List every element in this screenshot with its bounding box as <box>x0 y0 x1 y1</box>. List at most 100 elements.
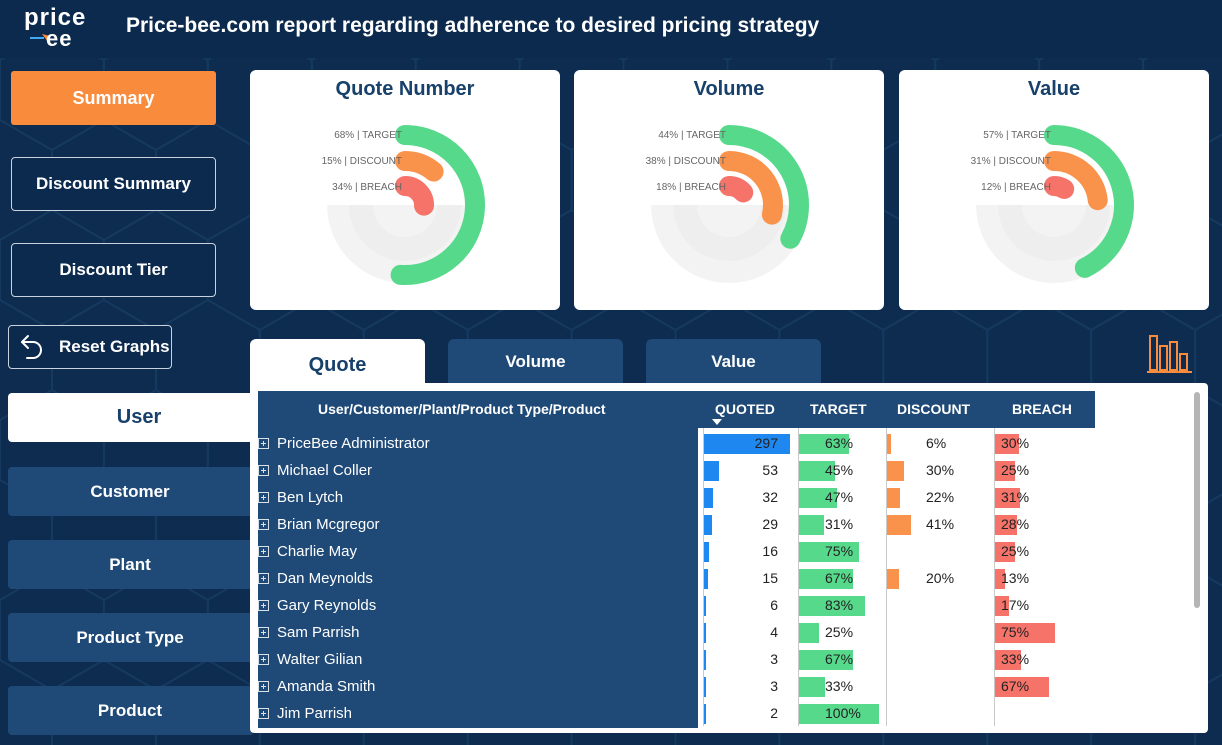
plant-filter-tab[interactable]: Plant <box>8 540 252 589</box>
row-name: Gary Reynolds <box>277 597 377 614</box>
quoted-bar <box>704 434 790 454</box>
expand-icon[interactable] <box>258 519 269 530</box>
product-filter-tab[interactable]: Product <box>8 686 252 735</box>
quoted-value: 3 <box>770 651 778 667</box>
quoted-value: 53 <box>762 462 778 478</box>
table-row[interactable]: Gary Reynolds 6 83% 17% <box>250 592 1208 619</box>
discount-summary-button[interactable]: Discount Summary <box>11 157 216 211</box>
reset-graphs-button[interactable]: Reset Graphs <box>8 325 172 369</box>
discount-bar <box>887 461 905 481</box>
row-name: Jim Parrish <box>277 705 353 722</box>
table-row[interactable]: Charlie May 16 75% 25% <box>250 538 1208 565</box>
quoted-bar <box>704 569 709 589</box>
col-header-breach[interactable]: BREACH <box>1012 401 1072 417</box>
table-row[interactable]: Sam Parrish 4 25% 75% <box>250 619 1208 646</box>
target-value: 67% <box>825 651 854 667</box>
breach-value: 31% <box>1001 489 1030 505</box>
row-name-cell: Amanda Smith <box>258 673 688 700</box>
quote-number-gauge-card[interactable]: Quote Number 68% | TARGET 15% | DISCOUNT… <box>250 70 560 310</box>
discount-arc[interactable] <box>395 151 444 182</box>
quoted-bar <box>704 623 706 643</box>
breach-arc[interactable] <box>395 176 434 216</box>
table-row[interactable]: Amanda Smith 3 33% 67% <box>250 673 1208 700</box>
volume-gauge-card[interactable]: Volume 44% | TARGET 38% | DISCOUNT 18% |… <box>574 70 884 310</box>
expand-icon[interactable] <box>258 600 269 611</box>
col-header-discount[interactable]: DISCOUNT <box>897 401 971 417</box>
gauge-target-label: 44% | TARGET <box>658 130 726 141</box>
gauge-breach-label: 12% | BREACH <box>981 182 1051 193</box>
expand-icon[interactable] <box>258 627 269 638</box>
quoted-value: 32 <box>762 489 778 505</box>
row-name: Amanda Smith <box>277 678 376 695</box>
summary-button[interactable]: Summary <box>11 71 216 125</box>
col-header-name[interactable]: User/Customer/Plant/Product Type/Product <box>318 401 606 417</box>
table-row[interactable]: Brian Mcgregor 29 31% 41% 28% <box>250 511 1208 538</box>
quoted-bar <box>704 704 706 724</box>
breach-value: 25% <box>1001 543 1030 559</box>
breach-value: 13% <box>1001 570 1030 586</box>
user-filter-tab[interactable]: User <box>8 393 270 442</box>
quoted-value: 16 <box>762 543 778 559</box>
table-row[interactable]: Jim Parrish 2 100% <box>250 700 1208 727</box>
reset-graphs-label: Reset Graphs <box>59 337 170 356</box>
product-type-filter-tab[interactable]: Product Type <box>8 613 252 662</box>
breach-arc[interactable] <box>1044 176 1075 199</box>
row-name-cell: Michael Coller <box>258 457 688 484</box>
tab-volume[interactable]: Volume <box>448 339 623 385</box>
breach-bar <box>995 569 1006 589</box>
table-scrollbar[interactable] <box>1194 392 1200 608</box>
table-row[interactable]: Ben Lytch 32 47% 22% 31% <box>250 484 1208 511</box>
quoted-bar <box>704 461 720 481</box>
breach-value: 25% <box>1001 462 1030 478</box>
quoted-bar <box>704 488 714 508</box>
target-bar <box>799 569 853 589</box>
expand-icon[interactable] <box>258 492 269 503</box>
expand-icon[interactable] <box>258 438 269 449</box>
row-name: Ben Lytch <box>277 489 344 506</box>
gauge-title: Volume <box>693 78 765 100</box>
gauge-title: Quote Number <box>335 78 475 100</box>
target-value: 100% <box>825 705 861 721</box>
col-header-target[interactable]: TARGET <box>810 401 867 417</box>
breach-bar <box>995 596 1009 616</box>
target-arc[interactable] <box>1044 125 1134 278</box>
gauge-mask <box>325 125 405 205</box>
expand-icon[interactable] <box>258 708 269 719</box>
value-gauge-card[interactable]: Value 57% | TARGET 31% | DISCOUNT 12% | … <box>899 70 1209 310</box>
target-value: 83% <box>825 597 854 613</box>
target-arc[interactable] <box>390 125 486 285</box>
table-row[interactable]: PriceBee Administrator 297 63% 6% 30% <box>250 430 1208 457</box>
gauge-target-label: 68% | TARGET <box>334 130 402 141</box>
target-bar <box>799 650 853 670</box>
breach-bar <box>995 623 1055 643</box>
expand-icon[interactable] <box>258 681 269 692</box>
col-header-quoted[interactable]: QUOTED <box>715 401 775 417</box>
bar-chart-icon[interactable] <box>1146 330 1194 374</box>
row-name-cell: Walter Gilian <box>258 646 688 673</box>
target-arc[interactable] <box>719 125 809 249</box>
quoted-value: 297 <box>754 435 778 451</box>
breach-value: 67% <box>1001 678 1030 694</box>
expand-icon[interactable] <box>258 654 269 665</box>
breach-arc[interactable] <box>719 176 754 203</box>
row-name-cell: Dan Meynolds <box>258 565 688 592</box>
discount-arc[interactable] <box>719 151 783 225</box>
customer-filter-tab[interactable]: Customer <box>8 467 252 516</box>
tab-quote[interactable]: Quote <box>250 339 425 391</box>
tab-value[interactable]: Value <box>646 339 821 385</box>
table-row[interactable]: Michael Coller 53 45% 30% 25% <box>250 457 1208 484</box>
expand-icon[interactable] <box>258 546 269 557</box>
discount-arc[interactable] <box>1044 151 1108 211</box>
expand-icon[interactable] <box>258 573 269 584</box>
row-name: Dan Meynolds <box>277 570 373 587</box>
expand-icon[interactable] <box>258 465 269 476</box>
discount-tier-button[interactable]: Discount Tier <box>11 243 216 297</box>
row-name-cell: Charlie May <box>258 538 688 565</box>
table-row[interactable]: Dan Meynolds 15 67% 20% 13% <box>250 565 1208 592</box>
gauge-breach-label: 34% | BREACH <box>332 182 402 193</box>
bee-icon <box>30 34 50 42</box>
table-row[interactable]: Walter Gilian 3 67% 33% <box>250 646 1208 673</box>
pricebee-logo[interactable]: price ee <box>24 6 104 50</box>
logo-text-bottom: ee <box>46 26 73 51</box>
radial-gauge <box>325 125 486 285</box>
